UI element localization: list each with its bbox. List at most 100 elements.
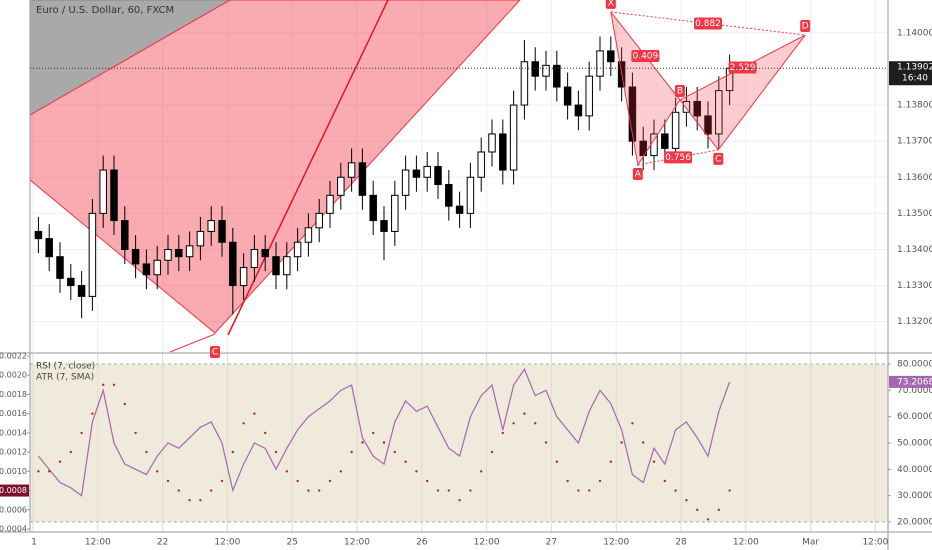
y2-tick-label: 70.0000	[897, 386, 932, 396]
atr-dot	[631, 422, 634, 425]
atr-dot	[566, 479, 569, 483]
atr-dot	[156, 470, 159, 473]
atr-dot	[652, 460, 656, 463]
candle-body	[164, 248, 172, 261]
x-tick-label: 12:00	[603, 538, 629, 548]
atr-dot	[350, 450, 353, 454]
atr-dot	[145, 450, 148, 454]
candle-body	[455, 205, 464, 214]
y-tick-label: 0.0018	[0, 390, 27, 399]
y-tick-label: 0.0012	[0, 448, 27, 457]
candle-body	[499, 133, 507, 171]
atr-dot	[717, 508, 721, 511]
y-tick-label: 1.13400	[897, 245, 932, 255]
y-tick-label: 0.0020	[0, 371, 27, 380]
y-tick-label: 1.14000	[897, 28, 932, 38]
y2-tick-label: 30.0000	[897, 491, 932, 501]
candle-body	[585, 75, 593, 117]
atr-dot	[534, 422, 537, 425]
point-label: X	[608, 0, 614, 8]
atr-dot	[436, 489, 440, 492]
point-label: C	[715, 154, 721, 164]
atr-dot	[166, 479, 170, 483]
rsi-value-label: 73.2068	[897, 377, 932, 387]
atr-dot	[447, 489, 451, 492]
candle-body	[99, 169, 107, 214]
y2-tick-label: 60.0000	[897, 412, 932, 422]
ratio-label: 0.756	[665, 153, 691, 163]
atr-dot	[242, 422, 245, 425]
atr-dot	[469, 489, 472, 492]
atr-dot	[685, 498, 688, 502]
candle-body	[488, 133, 496, 153]
y2-tick-label: 20.0000	[897, 517, 932, 527]
candle-body	[347, 162, 356, 178]
atr-dot	[588, 489, 591, 492]
point-label: A	[635, 169, 642, 179]
atr-dot	[696, 508, 699, 511]
atr-dot	[458, 498, 461, 502]
atr-dot	[728, 489, 731, 492]
legend-entry: RSI (7, close)	[36, 362, 95, 372]
point-box	[209, 345, 220, 358]
candle-body	[337, 176, 345, 196]
x-tick-label: 12:00	[862, 538, 888, 548]
candle-body	[207, 220, 215, 232]
point-label: D	[802, 22, 809, 32]
atr-dot	[382, 441, 386, 444]
atr-dot	[523, 412, 526, 415]
candle-body	[304, 227, 313, 243]
atr-dot	[274, 450, 278, 454]
atr-dot	[544, 441, 548, 444]
x-tick-label: Mar	[802, 538, 819, 548]
y2-tick-label: 80.0000	[897, 360, 932, 370]
atr-dot	[102, 383, 105, 387]
atr-dot	[620, 441, 623, 444]
atr-dot	[210, 489, 213, 492]
rsi-band	[30, 364, 888, 522]
x-tick-label: 25	[286, 538, 297, 548]
atr-dot	[80, 431, 83, 435]
candle-body	[196, 230, 205, 247]
candle-body	[185, 245, 194, 258]
last-price-box	[889, 61, 932, 86]
atr-dot	[37, 470, 40, 473]
atr-dot	[512, 422, 515, 425]
candle-body	[509, 104, 518, 171]
drawings	[29, 0, 521, 353]
atr-dot	[231, 450, 235, 454]
candle-body	[272, 256, 280, 276]
atr-dot	[490, 450, 494, 454]
y-tick-label: 0.0014	[0, 428, 27, 437]
x-tick-label: 12:00	[344, 538, 370, 548]
atr-dot	[112, 383, 116, 387]
atr-dot	[501, 431, 505, 435]
candle-body	[88, 212, 97, 297]
candle-body	[445, 183, 453, 207]
y-tick-label: 1.13600	[897, 173, 932, 183]
candle-body	[391, 194, 399, 232]
candle-body	[142, 263, 151, 276]
atr-dot	[415, 470, 418, 473]
candle-body	[77, 285, 86, 297]
atr-dot	[264, 431, 267, 435]
y-tick-label: 0.0016	[0, 409, 27, 418]
atr-value-box	[0, 484, 29, 497]
atr-dot	[393, 450, 397, 454]
candle-body	[293, 241, 302, 258]
atr-dot	[58, 460, 62, 463]
ratio-label: 0.409	[632, 51, 658, 61]
candle-body	[715, 90, 723, 135]
x-tick-label: 26	[416, 538, 428, 548]
y-tick-label: 0.0004	[0, 525, 27, 534]
candle-body	[369, 194, 377, 222]
point-box	[605, 0, 616, 9]
atr-dot	[296, 479, 299, 483]
ratio-label: 2.529	[730, 63, 756, 73]
candle-body	[45, 238, 53, 258]
candle-body	[412, 169, 421, 178]
candle-body	[574, 104, 583, 117]
last-time-label: 16:40	[902, 74, 928, 84]
y-tick-label: 1.13200	[897, 317, 932, 327]
